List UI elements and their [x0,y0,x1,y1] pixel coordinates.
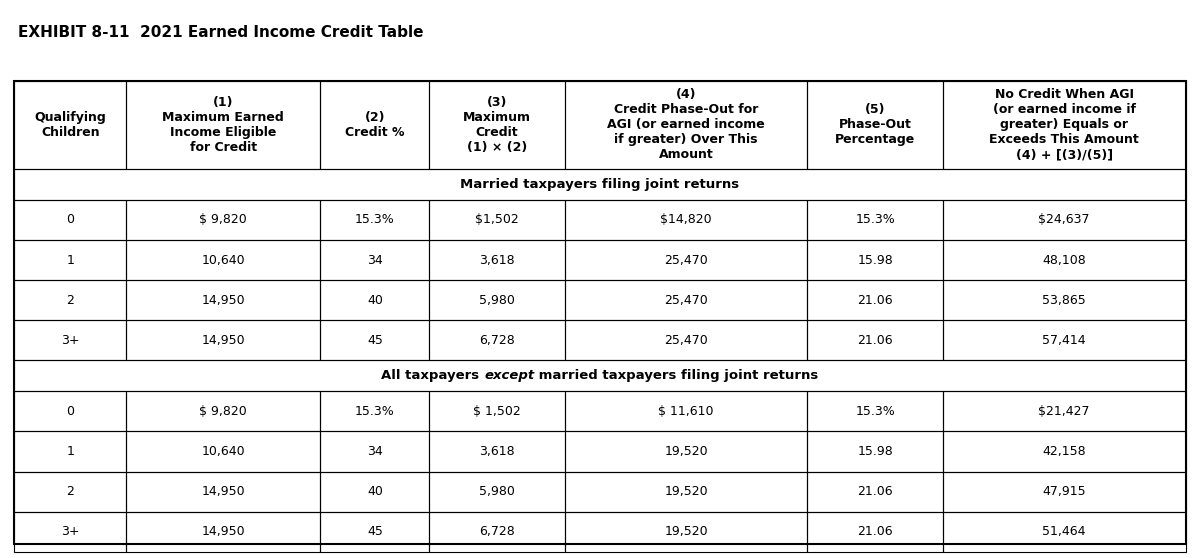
Bar [126,431,320,472]
Text: 25,470: 25,470 [664,334,708,347]
Bar [943,512,1186,552]
Text: (2)
Credit %: (2) Credit % [346,111,404,139]
Bar [943,240,1186,280]
Bar [14,169,1186,200]
Text: 47,915: 47,915 [1043,485,1086,498]
Text: 45: 45 [367,525,383,538]
Text: 15.3%: 15.3% [355,405,395,418]
Text: 6,728: 6,728 [479,525,515,538]
Bar [808,431,943,472]
Bar [564,280,808,320]
Bar [430,320,564,360]
Text: 14,950: 14,950 [202,525,245,538]
Bar [320,280,430,320]
Text: 40: 40 [367,485,383,498]
Bar [430,200,564,240]
Text: 45: 45 [367,334,383,347]
Bar [564,391,808,431]
Bar [320,81,430,169]
Bar [126,472,320,512]
Text: (4)
Credit Phase-Out for
AGI (or earned income
if greater) Over This
Amount: (4) Credit Phase-Out for AGI (or earned … [607,89,764,161]
Bar [320,512,430,552]
Text: 15.3%: 15.3% [856,213,895,227]
Bar [320,431,430,472]
Bar [564,240,808,280]
Bar [943,431,1186,472]
Bar [808,391,943,431]
Bar [320,240,430,280]
Text: 19,520: 19,520 [664,525,708,538]
Bar [320,472,430,512]
Text: $21,427: $21,427 [1038,405,1090,418]
Bar [126,280,320,320]
Bar [14,391,126,431]
Text: $ 9,820: $ 9,820 [199,405,247,418]
Text: 14,950: 14,950 [202,334,245,347]
Bar [14,81,126,169]
Text: 5,980: 5,980 [479,485,515,498]
Text: 25,470: 25,470 [664,294,708,307]
Text: (3)
Maximum
Credit
(1) × (2): (3) Maximum Credit (1) × (2) [463,96,530,154]
Text: No Credit When AGI
(or earned income if
greater) Equals or
Exceeds This Amount
(: No Credit When AGI (or earned income if … [989,89,1139,161]
Bar [808,200,943,240]
Bar [808,472,943,512]
Bar [14,81,1186,544]
Bar [430,240,564,280]
Bar [430,431,564,472]
Text: 19,520: 19,520 [664,485,708,498]
Bar [14,360,1186,391]
Bar [126,81,320,169]
Text: (1)
Maximum Earned
Income Eligible
for Credit: (1) Maximum Earned Income Eligible for C… [162,96,284,154]
Bar [943,81,1186,169]
Bar [808,512,943,552]
Text: 10,640: 10,640 [202,445,245,458]
Bar [320,391,430,431]
Text: 10,640: 10,640 [202,253,245,267]
Text: 42,158: 42,158 [1043,445,1086,458]
Text: 34: 34 [367,445,383,458]
Text: (5)
Phase-Out
Percentage: (5) Phase-Out Percentage [835,103,916,147]
Text: 3,618: 3,618 [479,253,515,267]
Text: 0: 0 [66,405,74,418]
Bar [808,240,943,280]
Bar [564,431,808,472]
Text: 40: 40 [367,294,383,307]
Text: 5,980: 5,980 [479,294,515,307]
Text: 2: 2 [66,485,74,498]
Text: 2: 2 [66,294,74,307]
Text: 3,618: 3,618 [479,445,515,458]
Text: 6,728: 6,728 [479,334,515,347]
Text: 15.98: 15.98 [857,253,893,267]
Text: $24,637: $24,637 [1038,213,1090,227]
Bar [943,320,1186,360]
Bar [943,472,1186,512]
Bar [14,320,126,360]
Bar [564,320,808,360]
Bar [564,200,808,240]
Text: All taxpayers: All taxpayers [382,369,484,382]
Bar [564,512,808,552]
Text: $1,502: $1,502 [475,213,518,227]
Bar [430,472,564,512]
Bar [943,200,1186,240]
Text: 25,470: 25,470 [664,253,708,267]
Text: 14,950: 14,950 [202,294,245,307]
Text: 0: 0 [66,213,74,227]
Text: 15.3%: 15.3% [856,405,895,418]
Text: $14,820: $14,820 [660,213,712,227]
Bar [430,512,564,552]
Bar [320,200,430,240]
Bar [126,391,320,431]
Text: 21.06: 21.06 [857,485,893,498]
Text: EXHIBIT 8-11  2021 Earned Income Credit Table: EXHIBIT 8-11 2021 Earned Income Credit T… [18,25,424,40]
Text: 1: 1 [66,253,74,267]
Text: 21.06: 21.06 [857,334,893,347]
Text: 3+: 3+ [61,334,79,347]
Bar [943,280,1186,320]
Bar [943,391,1186,431]
Bar [430,81,564,169]
Text: 51,464: 51,464 [1043,525,1086,538]
Text: Married taxpayers filing joint returns: Married taxpayers filing joint returns [461,178,739,191]
Bar [14,200,126,240]
Bar [14,431,126,472]
